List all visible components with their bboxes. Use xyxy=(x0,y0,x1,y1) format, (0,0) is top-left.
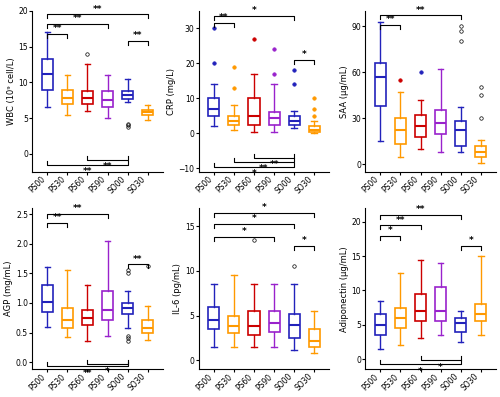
Text: **: ** xyxy=(416,205,426,214)
PathPatch shape xyxy=(228,116,239,125)
Text: **: ** xyxy=(92,4,102,13)
PathPatch shape xyxy=(248,98,260,125)
PathPatch shape xyxy=(142,320,153,333)
Text: **: ** xyxy=(72,204,82,213)
Text: *: * xyxy=(468,236,473,245)
PathPatch shape xyxy=(42,60,53,90)
PathPatch shape xyxy=(395,308,406,328)
Y-axis label: IL-6 (pg/mL): IL-6 (pg/mL) xyxy=(173,263,182,314)
Text: **: ** xyxy=(133,254,142,264)
Text: *: * xyxy=(242,227,246,236)
Text: *: * xyxy=(388,226,393,235)
Text: **: ** xyxy=(82,167,92,176)
Text: **: ** xyxy=(386,15,395,24)
Y-axis label: WBC (10⁹ cell/L): WBC (10⁹ cell/L) xyxy=(6,58,16,125)
PathPatch shape xyxy=(122,303,133,314)
Text: *: * xyxy=(252,6,256,15)
PathPatch shape xyxy=(435,110,446,133)
Y-axis label: AGP (mg/mL): AGP (mg/mL) xyxy=(4,261,13,316)
PathPatch shape xyxy=(268,112,280,125)
Text: *: * xyxy=(262,203,266,212)
PathPatch shape xyxy=(42,285,53,312)
PathPatch shape xyxy=(288,116,300,125)
Text: **: ** xyxy=(260,164,269,173)
Text: **: ** xyxy=(72,14,82,23)
PathPatch shape xyxy=(268,311,280,332)
PathPatch shape xyxy=(288,314,300,338)
PathPatch shape xyxy=(415,294,426,321)
Text: **: ** xyxy=(133,31,142,40)
PathPatch shape xyxy=(142,110,153,115)
Text: *: * xyxy=(438,363,443,372)
PathPatch shape xyxy=(435,287,446,321)
PathPatch shape xyxy=(375,63,386,106)
Text: **: ** xyxy=(103,162,113,171)
PathPatch shape xyxy=(122,91,133,99)
PathPatch shape xyxy=(375,314,386,335)
PathPatch shape xyxy=(208,306,220,329)
Y-axis label: SAA (μg/mL): SAA (μg/mL) xyxy=(340,65,348,118)
Text: *: * xyxy=(418,367,423,376)
Text: *: * xyxy=(302,50,306,59)
PathPatch shape xyxy=(62,308,73,328)
Text: **: ** xyxy=(219,13,228,22)
Text: *: * xyxy=(302,236,306,245)
Text: **: ** xyxy=(416,6,426,15)
Text: **: ** xyxy=(52,24,62,33)
PathPatch shape xyxy=(476,146,486,156)
PathPatch shape xyxy=(208,98,220,116)
Text: *: * xyxy=(105,367,110,376)
PathPatch shape xyxy=(308,329,320,347)
Text: **: ** xyxy=(396,216,405,225)
PathPatch shape xyxy=(455,318,466,331)
Text: **: ** xyxy=(270,160,279,169)
PathPatch shape xyxy=(476,304,486,321)
Y-axis label: Adiponectin (μg/mL): Adiponectin (μg/mL) xyxy=(340,246,349,331)
Text: **: ** xyxy=(52,213,62,222)
Text: **: ** xyxy=(82,369,92,378)
PathPatch shape xyxy=(415,115,426,137)
Text: *: * xyxy=(252,214,256,224)
Text: *: * xyxy=(252,169,256,178)
PathPatch shape xyxy=(248,311,260,335)
PathPatch shape xyxy=(82,310,93,326)
PathPatch shape xyxy=(102,91,113,108)
PathPatch shape xyxy=(455,121,466,146)
PathPatch shape xyxy=(308,126,320,131)
PathPatch shape xyxy=(395,118,406,144)
PathPatch shape xyxy=(62,90,73,104)
Y-axis label: CRP (mg/L): CRP (mg/L) xyxy=(167,68,176,115)
PathPatch shape xyxy=(228,316,239,333)
PathPatch shape xyxy=(82,91,93,104)
PathPatch shape xyxy=(102,291,113,320)
